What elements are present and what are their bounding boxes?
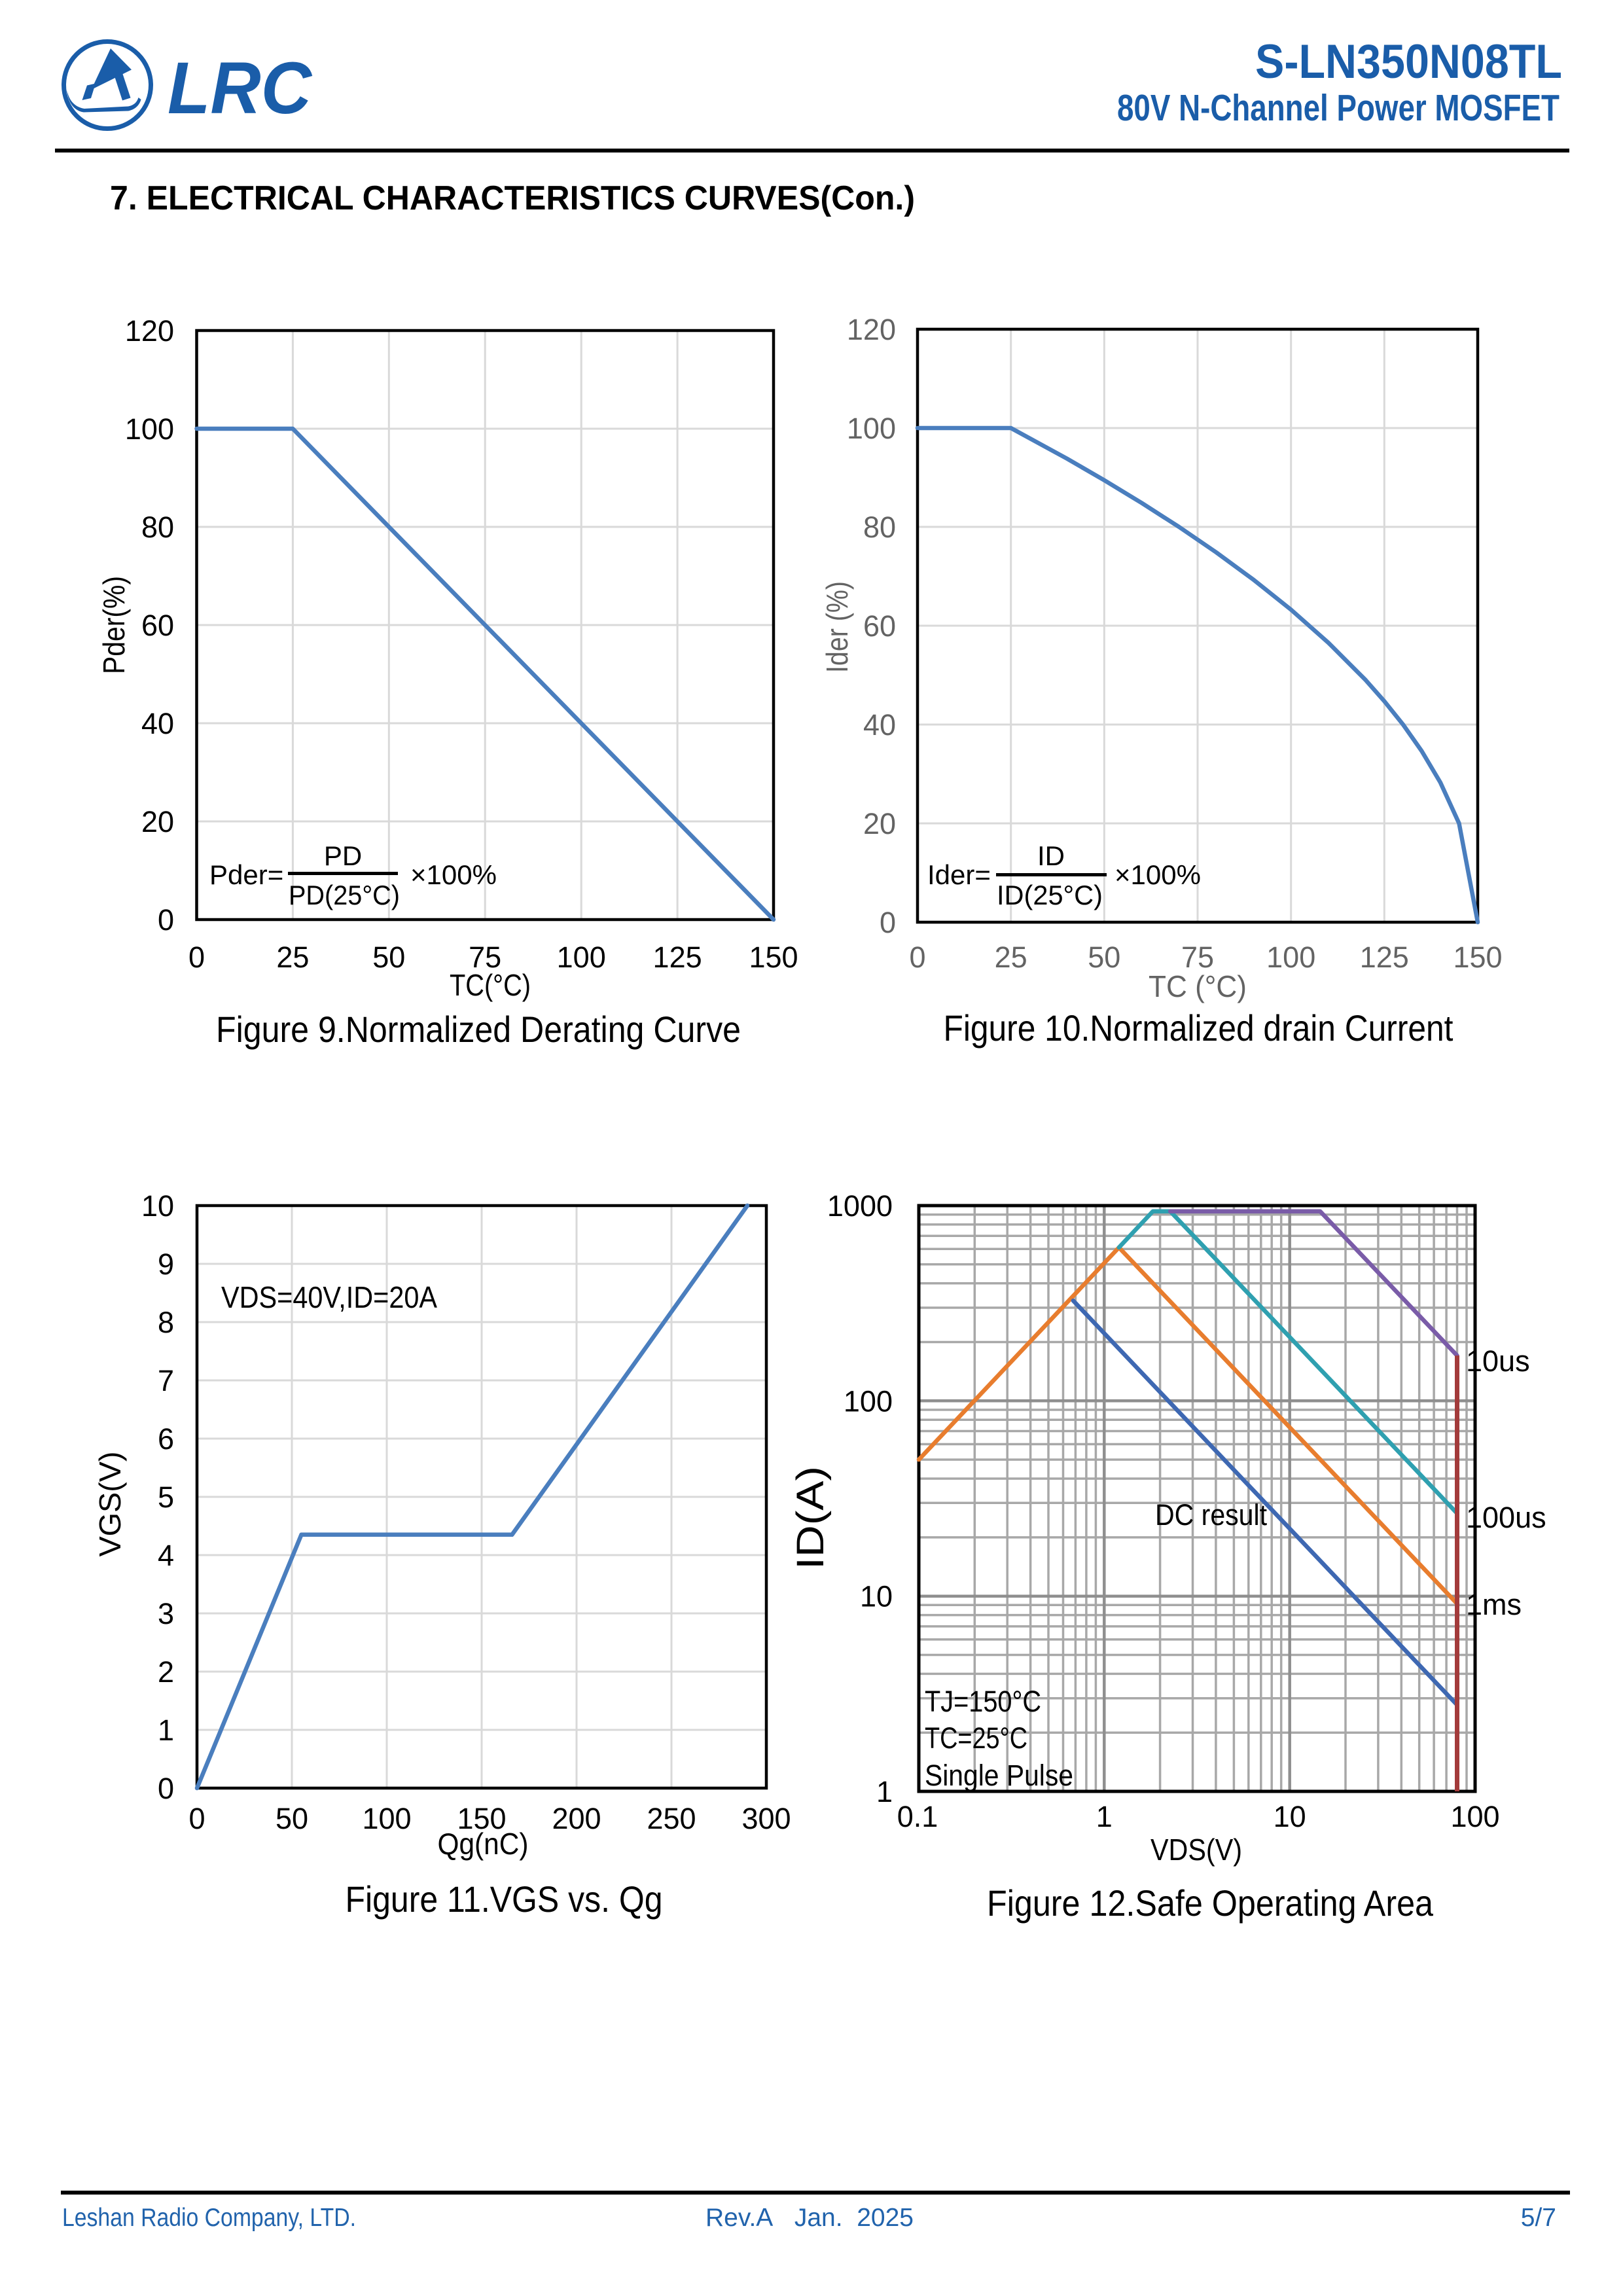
svg-text:1: 1 [876,1775,893,1808]
svg-text:TJ=150°C: TJ=150°C [925,1685,1041,1718]
svg-text:250: 250 [647,1802,696,1835]
svg-text:PD(25°C): PD(25°C) [289,880,400,910]
svg-text:ID: ID [1037,840,1065,871]
svg-text:100: 100 [844,1384,893,1418]
svg-text:100: 100 [847,412,896,445]
svg-text:Pder(%): Pder(%) [97,576,131,674]
svg-text:LRC: LRC [168,47,313,129]
svg-text:5/7: 5/7 [1521,2204,1556,2232]
svg-text:Figure 10.Normalized drain Cur: Figure 10.Normalized drain Current [944,1007,1454,1049]
svg-text:40: 40 [863,708,896,742]
svg-text:1000: 1000 [827,1189,893,1223]
svg-text:80V N-Channel Power MOSFET: 80V N-Channel Power MOSFET [1117,87,1560,129]
svg-text:25: 25 [995,941,1027,974]
svg-text:VDS(V): VDS(V) [1150,1833,1242,1867]
svg-text:Pder=: Pder= [209,859,283,890]
svg-text:80: 80 [863,511,896,544]
svg-text:×100%: ×100% [1115,859,1201,890]
svg-text:VDS=40V,ID=20A: VDS=40V,ID=20A [221,1280,437,1314]
svg-text:0: 0 [880,906,896,939]
svg-text:Figure 12.Safe Operating Area: Figure 12.Safe Operating Area [987,1882,1434,1924]
svg-text:Ider (%): Ider (%) [820,581,854,673]
svg-text:0: 0 [158,903,174,937]
svg-text:PD: PD [324,840,362,871]
svg-text:20: 20 [141,805,174,838]
svg-text:120: 120 [125,314,174,348]
svg-text:TC (°C): TC (°C) [1149,969,1247,1003]
svg-text:10: 10 [860,1580,893,1613]
svg-text:7: 7 [158,1364,174,1397]
svg-text:120: 120 [847,313,896,346]
svg-text:0: 0 [158,1772,174,1805]
svg-text:200: 200 [552,1802,601,1835]
svg-text:100: 100 [557,941,606,974]
svg-text:150: 150 [457,1802,506,1835]
svg-text:S-LN350N08TL: S-LN350N08TL [1255,35,1562,88]
svg-text:10us: 10us [1466,1344,1530,1378]
svg-text:25: 25 [276,941,309,974]
svg-text:5: 5 [158,1480,174,1514]
svg-text:Leshan Radio Company, LTD.: Leshan Radio Company, LTD. [62,2204,356,2232]
svg-text:Qg(nC): Qg(nC) [438,1827,529,1861]
svg-text:100us: 100us [1466,1501,1546,1534]
svg-text:10: 10 [1274,1800,1306,1833]
svg-text:Ider=: Ider= [927,859,991,890]
svg-text:3: 3 [158,1597,174,1630]
svg-text:100: 100 [362,1802,411,1835]
svg-text:150: 150 [1453,941,1502,974]
svg-text:125: 125 [1360,941,1409,974]
svg-text:VGS(V): VGS(V) [93,1452,127,1557]
svg-text:300: 300 [741,1802,791,1835]
svg-text:50: 50 [1088,941,1120,974]
svg-text:50: 50 [276,1802,308,1835]
svg-text:75: 75 [1181,941,1214,974]
svg-text:0: 0 [188,1802,205,1835]
svg-text:60: 60 [863,609,896,643]
svg-text:×100%: ×100% [410,859,497,890]
svg-text:8: 8 [158,1306,174,1339]
svg-text:75: 75 [469,941,501,974]
svg-text:150: 150 [749,941,798,974]
svg-text:10: 10 [141,1189,174,1223]
svg-text:Figure 11.VGS vs. Qg: Figure 11.VGS vs. Qg [346,1878,663,1920]
svg-text:TC=25°C: TC=25°C [925,1721,1027,1755]
svg-text:DC result: DC result [1155,1498,1267,1532]
svg-text:0.1: 0.1 [897,1800,938,1833]
svg-text:Figure 9.Normalized Derating C: Figure 9.Normalized Derating Curve [216,1009,741,1050]
svg-text:Single Pulse: Single Pulse [925,1759,1073,1792]
svg-text:Rev.A Jan. 2025: Rev.A Jan. 2025 [705,2204,914,2232]
svg-text:1: 1 [158,1713,174,1747]
svg-text:1: 1 [1096,1800,1113,1833]
svg-text:6: 6 [158,1422,174,1456]
svg-text:0: 0 [909,941,925,974]
svg-text:100: 100 [1266,941,1315,974]
svg-text:80: 80 [141,511,174,544]
svg-text:60: 60 [141,609,174,642]
svg-text:100: 100 [125,412,174,446]
svg-text:40: 40 [141,707,174,740]
svg-text:9: 9 [158,1247,174,1281]
svg-text:1ms: 1ms [1466,1588,1522,1621]
svg-text:100: 100 [1450,1800,1499,1833]
svg-text:TC(°C): TC(°C) [450,968,531,1002]
svg-text:2: 2 [158,1655,174,1689]
svg-text:ID(A): ID(A) [789,1466,832,1570]
svg-text:ID(25°C): ID(25°C) [997,880,1103,910]
svg-text:20: 20 [863,807,896,840]
svg-text:7. ELECTRICAL CHARACTERISTICS: 7. ELECTRICAL CHARACTERISTICS CURVES(Con… [110,179,915,217]
svg-text:50: 50 [372,941,405,974]
svg-text:0: 0 [188,941,205,974]
svg-text:4: 4 [158,1539,174,1572]
svg-text:125: 125 [653,941,702,974]
